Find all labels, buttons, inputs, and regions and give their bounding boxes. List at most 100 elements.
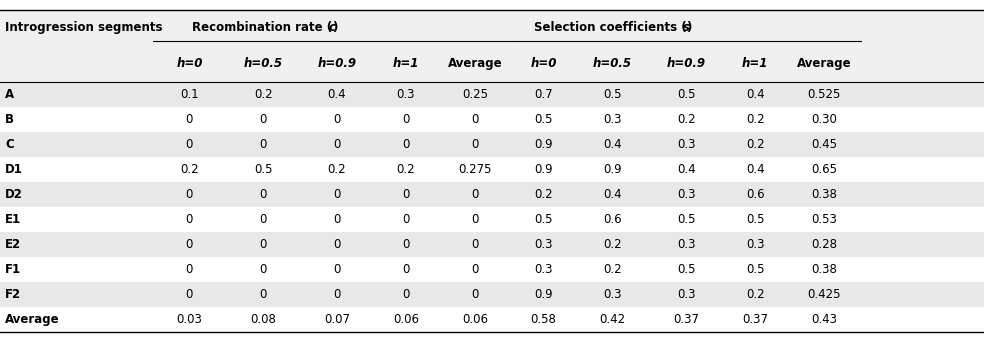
FancyBboxPatch shape bbox=[0, 182, 984, 207]
Text: D2: D2 bbox=[5, 188, 23, 201]
Text: 0: 0 bbox=[186, 238, 193, 251]
Text: c: c bbox=[329, 21, 336, 34]
Text: A: A bbox=[5, 88, 14, 101]
FancyBboxPatch shape bbox=[0, 307, 984, 332]
Text: 0.2: 0.2 bbox=[603, 238, 622, 251]
Text: 0.425: 0.425 bbox=[807, 288, 841, 301]
FancyBboxPatch shape bbox=[0, 207, 984, 232]
FancyBboxPatch shape bbox=[0, 132, 984, 157]
Text: 0.6: 0.6 bbox=[746, 188, 765, 201]
Text: 0.7: 0.7 bbox=[534, 88, 553, 101]
FancyBboxPatch shape bbox=[0, 257, 984, 282]
Text: 0: 0 bbox=[402, 138, 409, 151]
FancyBboxPatch shape bbox=[0, 232, 984, 257]
Text: 0.9: 0.9 bbox=[603, 163, 622, 176]
Text: 0.3: 0.3 bbox=[746, 238, 765, 251]
Text: F2: F2 bbox=[5, 288, 21, 301]
FancyBboxPatch shape bbox=[0, 107, 984, 132]
Text: 0: 0 bbox=[402, 113, 409, 126]
Text: 0: 0 bbox=[260, 188, 267, 201]
Text: 0: 0 bbox=[334, 113, 340, 126]
Text: 0.43: 0.43 bbox=[811, 313, 837, 326]
Text: 0.42: 0.42 bbox=[599, 313, 626, 326]
Text: h=0.5: h=0.5 bbox=[593, 57, 632, 70]
Text: 0.9: 0.9 bbox=[534, 288, 553, 301]
Text: Average: Average bbox=[5, 313, 60, 326]
Text: 0: 0 bbox=[334, 188, 340, 201]
Text: E1: E1 bbox=[5, 213, 21, 226]
Text: 0: 0 bbox=[471, 188, 478, 201]
Text: 0.2: 0.2 bbox=[397, 163, 415, 176]
Text: 0.4: 0.4 bbox=[677, 163, 696, 176]
Text: 0: 0 bbox=[260, 288, 267, 301]
Text: 0.2: 0.2 bbox=[254, 88, 273, 101]
Text: 0: 0 bbox=[471, 263, 478, 276]
Text: 0: 0 bbox=[260, 238, 267, 251]
Text: 0.2: 0.2 bbox=[328, 163, 346, 176]
Text: 0.37: 0.37 bbox=[742, 313, 769, 326]
Text: Average: Average bbox=[797, 57, 851, 70]
Text: 0: 0 bbox=[402, 213, 409, 226]
Text: 0: 0 bbox=[334, 238, 340, 251]
Text: C: C bbox=[5, 138, 14, 151]
Text: 0: 0 bbox=[334, 213, 340, 226]
Text: h=0.5: h=0.5 bbox=[244, 57, 282, 70]
Text: 0.2: 0.2 bbox=[677, 113, 696, 126]
Text: 0: 0 bbox=[471, 113, 478, 126]
Text: ): ) bbox=[333, 21, 338, 34]
Text: Recombination rate (: Recombination rate ( bbox=[192, 21, 333, 34]
Text: F1: F1 bbox=[5, 263, 21, 276]
Text: 0.1: 0.1 bbox=[180, 88, 199, 101]
Text: s: s bbox=[683, 21, 690, 34]
Text: 0: 0 bbox=[186, 188, 193, 201]
Text: 0: 0 bbox=[471, 288, 478, 301]
Text: 0.3: 0.3 bbox=[677, 238, 696, 251]
Text: 0: 0 bbox=[186, 263, 193, 276]
Text: 0.5: 0.5 bbox=[534, 113, 553, 126]
Text: 0.5: 0.5 bbox=[603, 88, 622, 101]
Text: 0.3: 0.3 bbox=[397, 88, 415, 101]
Text: 0.5: 0.5 bbox=[677, 213, 696, 226]
Text: 0.4: 0.4 bbox=[603, 138, 622, 151]
Text: 0.06: 0.06 bbox=[461, 313, 488, 326]
Text: 0.2: 0.2 bbox=[534, 188, 553, 201]
Text: h=1: h=1 bbox=[742, 57, 769, 70]
Text: E2: E2 bbox=[5, 238, 21, 251]
Text: 0.38: 0.38 bbox=[811, 263, 837, 276]
Text: 0.3: 0.3 bbox=[677, 138, 696, 151]
Text: 0: 0 bbox=[186, 138, 193, 151]
Text: 0: 0 bbox=[334, 138, 340, 151]
Text: 0.3: 0.3 bbox=[534, 238, 553, 251]
Text: 0.4: 0.4 bbox=[746, 163, 765, 176]
Text: 0.5: 0.5 bbox=[746, 213, 765, 226]
Text: h=0: h=0 bbox=[176, 57, 203, 70]
Text: 0.07: 0.07 bbox=[324, 313, 350, 326]
Text: 0: 0 bbox=[402, 288, 409, 301]
Text: 0: 0 bbox=[260, 213, 267, 226]
Text: 0.2: 0.2 bbox=[603, 263, 622, 276]
Text: 0.2: 0.2 bbox=[746, 138, 765, 151]
Text: 0.2: 0.2 bbox=[746, 113, 765, 126]
Text: 0.08: 0.08 bbox=[250, 313, 277, 326]
Text: h=1: h=1 bbox=[393, 57, 419, 70]
Text: 0: 0 bbox=[186, 113, 193, 126]
Text: Introgression segments: Introgression segments bbox=[5, 21, 162, 34]
Text: 0.5: 0.5 bbox=[534, 213, 553, 226]
Text: 0: 0 bbox=[334, 263, 340, 276]
Text: 0: 0 bbox=[186, 288, 193, 301]
FancyBboxPatch shape bbox=[0, 157, 984, 182]
Text: 0.4: 0.4 bbox=[603, 188, 622, 201]
Text: 0.3: 0.3 bbox=[677, 188, 696, 201]
FancyBboxPatch shape bbox=[0, 10, 984, 82]
Text: 0.4: 0.4 bbox=[328, 88, 346, 101]
Text: 0: 0 bbox=[334, 288, 340, 301]
Text: 0.9: 0.9 bbox=[534, 138, 553, 151]
Text: 0.37: 0.37 bbox=[673, 313, 700, 326]
Text: h=0.9: h=0.9 bbox=[667, 57, 706, 70]
Text: 0.275: 0.275 bbox=[458, 163, 492, 176]
Text: 0.5: 0.5 bbox=[254, 163, 273, 176]
Text: h=0.9: h=0.9 bbox=[318, 57, 356, 70]
Text: h=0: h=0 bbox=[530, 57, 557, 70]
Text: Average: Average bbox=[448, 57, 502, 70]
Text: 0.9: 0.9 bbox=[534, 163, 553, 176]
